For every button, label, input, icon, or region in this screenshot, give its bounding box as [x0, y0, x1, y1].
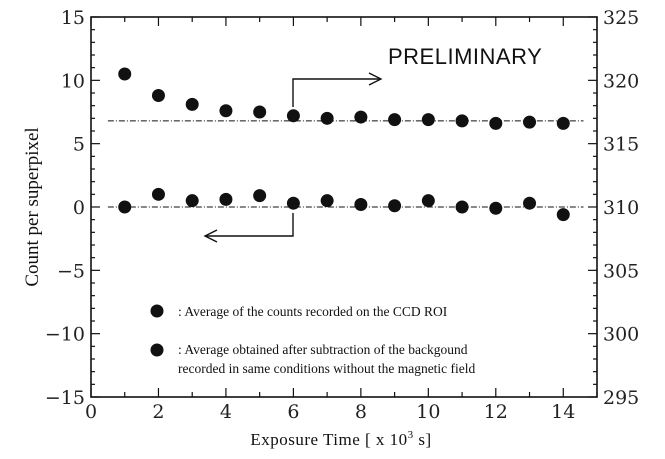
- x-tick-label: 10: [416, 401, 440, 423]
- data-point-series-1: [286, 109, 300, 123]
- data-point-series-2: [286, 196, 300, 210]
- data-point-series-1: [253, 105, 267, 119]
- y-axis-title: Count per superpixel: [22, 127, 43, 286]
- legend-marker-2: [150, 343, 164, 357]
- legend-text-1: : Average of the counts recorded on the …: [178, 304, 448, 319]
- y-tick-label-right: 325: [603, 7, 639, 29]
- y-tick-label-left: 15: [61, 7, 85, 29]
- x-tick-label: 8: [355, 401, 367, 423]
- data-point-series-1: [354, 110, 368, 124]
- data-point-series-2: [388, 199, 402, 213]
- data-point-series-2: [151, 187, 165, 201]
- y-tick-label-left: 10: [61, 70, 85, 92]
- arrow-left-axis: [203, 213, 294, 243]
- data-point-series-1: [320, 111, 334, 125]
- legend-marker-1: [150, 304, 164, 318]
- data-point-series-1: [388, 113, 402, 127]
- x-axis-title: Exposure Time [ x 103 s]: [250, 429, 431, 449]
- data-point-series-1: [523, 115, 537, 129]
- data-point-series-1: [489, 116, 503, 130]
- data-point-series-1: [151, 89, 165, 103]
- x-tick-label: 6: [287, 401, 299, 423]
- data-point-series-1: [118, 67, 132, 81]
- y-tick-label-right: 310: [603, 197, 639, 219]
- data-point-series-2: [118, 200, 132, 214]
- arrow-right-axis: [292, 72, 383, 107]
- legend-text-2a: : Average obtained after subtraction of …: [178, 342, 468, 357]
- data-point-series-2: [253, 189, 267, 203]
- y-tick-label-left: −5: [57, 260, 85, 282]
- y-tick-label-right: 320: [603, 70, 639, 92]
- y-tick-label-right: 300: [603, 324, 639, 346]
- y-tick-label-right: 305: [603, 260, 639, 282]
- y-tick-label-left: −15: [45, 387, 85, 409]
- x-tick-label: 14: [551, 401, 575, 423]
- data-point-series-1: [421, 113, 435, 127]
- x-tick-label: 0: [85, 401, 97, 423]
- x-axis-title-sup: 3: [408, 429, 414, 441]
- data-point-series-2: [455, 200, 469, 214]
- x-axis-title-main: Exposure Time [ x 10: [250, 430, 407, 449]
- y-tick-label-left: 0: [73, 197, 85, 219]
- preliminary-label: PRELIMINARY: [388, 44, 542, 69]
- reference-lines: [107, 120, 584, 208]
- data-points: [118, 67, 570, 222]
- axis-ticks: 0 2 4 6 8 10 12 14 −15 −10 −5 0 5 10 15 295 300 305 310 315…: [45, 7, 639, 423]
- y-tick-label-right: 295: [603, 387, 639, 409]
- data-point-series-2: [354, 197, 368, 211]
- x-tick-label: 12: [484, 401, 508, 423]
- data-point-series-2: [489, 201, 503, 215]
- data-point-series-1: [185, 97, 199, 111]
- legend-text-2b: recorded in same conditions without the …: [178, 361, 476, 376]
- data-point-series-2: [320, 194, 334, 208]
- data-point-series-1: [455, 114, 469, 128]
- data-point-series-1: [556, 116, 570, 130]
- x-axis-title-end: s]: [414, 430, 432, 449]
- data-point-series-1: [219, 104, 233, 118]
- data-point-series-2: [219, 192, 233, 206]
- data-point-series-2: [523, 196, 537, 210]
- data-point-series-2: [421, 194, 435, 208]
- data-point-series-2: [185, 194, 199, 208]
- legend: : Average of the counts recorded on the …: [150, 304, 476, 376]
- data-point-series-2: [556, 208, 570, 222]
- x-tick-label: 4: [220, 401, 232, 423]
- y-tick-label-left: −10: [45, 324, 85, 346]
- y-tick-label-left: 5: [73, 134, 85, 156]
- x-tick-label: 2: [152, 401, 164, 423]
- y-tick-label-right: 315: [603, 134, 639, 156]
